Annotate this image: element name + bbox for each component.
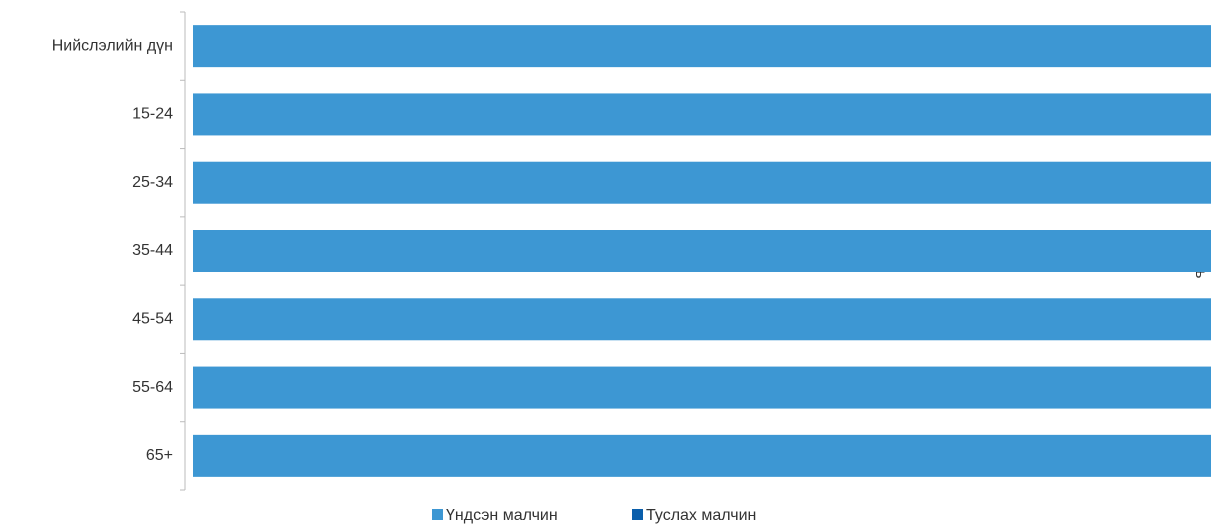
y-tick-label: Нийслэлийн дүн [52, 37, 173, 54]
bar-segment [193, 93, 1211, 136]
legend-label: Туслах малчин [646, 507, 756, 524]
bar-segment [193, 366, 1211, 409]
y-tick-label: 15-24 [132, 106, 173, 123]
bar-segment [193, 25, 1211, 68]
y-tick-label: 65+ [146, 447, 173, 464]
legend-swatch [432, 509, 443, 520]
y-tick-label: 35-44 [132, 242, 173, 259]
y-tick-label: 55-64 [132, 379, 173, 396]
y-tick-label: 45-54 [132, 311, 173, 328]
bar-segment [193, 434, 1211, 477]
legend-swatch [632, 509, 643, 520]
y-tick-label: 25-34 [132, 174, 173, 191]
bar-segment [193, 230, 1211, 272]
bar-segment [193, 298, 1211, 341]
bar-segment [193, 161, 1211, 204]
legend-label: Үндсэн малчин [446, 507, 558, 524]
